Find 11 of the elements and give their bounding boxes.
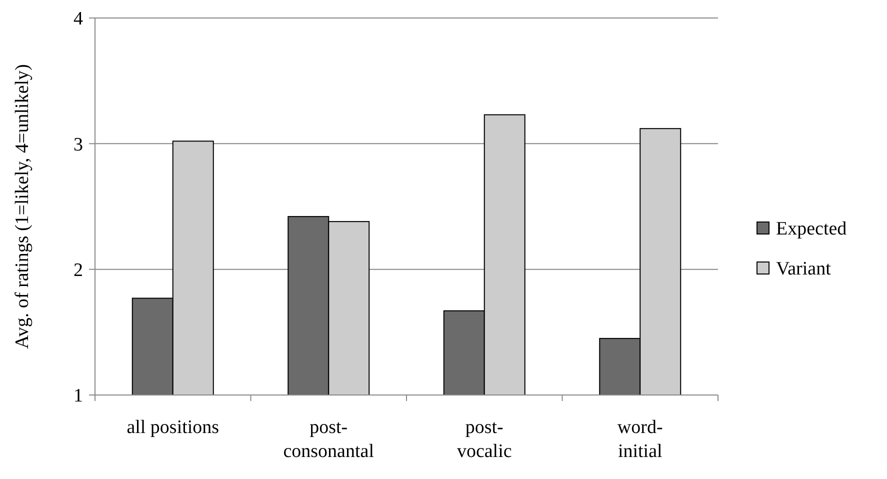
x-tick-label: post- consonantal [283, 417, 374, 462]
y-tick-label: 3 [74, 134, 83, 156]
x-tick-label: post- vocalic [456, 417, 512, 462]
y-tick-label: 1 [74, 386, 83, 407]
x-tick-label: all positions [126, 417, 220, 438]
legend-label: Expected [776, 218, 848, 240]
x-tick-label: word- initial [617, 417, 663, 462]
y-tick-label: 4 [74, 8, 84, 30]
y-tick-label: 2 [74, 260, 83, 281]
y-axis-title: Avg. of ratings (1=likely, 4=unlikely) [12, 64, 33, 349]
legend-label: Variant [776, 258, 832, 280]
